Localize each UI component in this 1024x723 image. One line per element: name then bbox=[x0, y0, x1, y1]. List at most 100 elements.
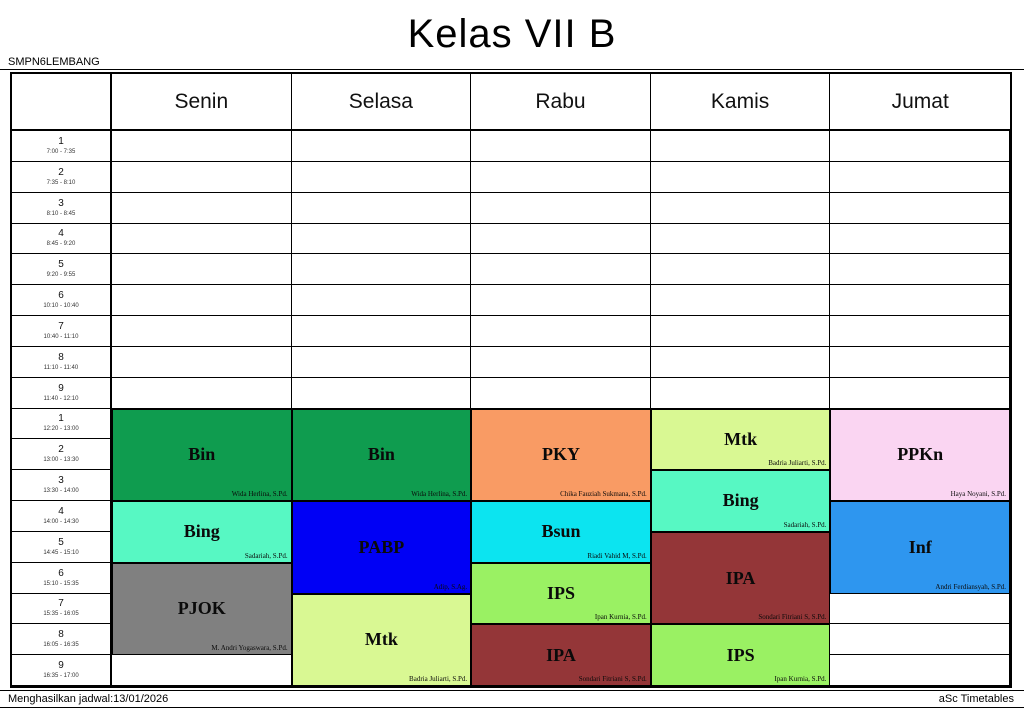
period-cell: 4 8:45 - 9:20 bbox=[12, 223, 112, 255]
subject-label: Bin bbox=[367, 444, 395, 465]
timetable-cell bbox=[650, 161, 831, 193]
period-number: 9 bbox=[58, 660, 64, 672]
period-number: 1 bbox=[58, 413, 64, 425]
timetable-cell bbox=[830, 593, 1010, 625]
timetable-cell bbox=[650, 131, 831, 162]
period-cell: 4 14:00 - 14:30 bbox=[12, 501, 112, 532]
day-header-kamis: Kamis bbox=[650, 74, 831, 131]
timetable-cell bbox=[471, 192, 651, 224]
teacher-label: Haya Noyani, S.Pd. bbox=[950, 490, 1006, 498]
subject-label: Bing bbox=[183, 521, 220, 542]
lesson-block-pabp: PABP Adip, S.Ag. bbox=[291, 501, 472, 594]
timetable-cell bbox=[650, 192, 831, 224]
corner-cell bbox=[12, 74, 112, 131]
lesson-block-bing: Bing Sadariah, S.Pd. bbox=[112, 501, 292, 563]
timetable-cell bbox=[830, 346, 1010, 378]
lesson-block-mtk: Mtk Badria Juliarti, S.Pd. bbox=[650, 408, 831, 471]
lesson-block-mtk: Mtk Badria Juliarti, S.Pd. bbox=[291, 593, 472, 686]
timetable-cell bbox=[830, 254, 1010, 286]
timetable-cell bbox=[112, 377, 292, 409]
subject-label: Bing bbox=[722, 490, 759, 511]
timetable-cell bbox=[112, 655, 292, 686]
subject-label: IPS bbox=[726, 644, 755, 665]
period-cell: 7 10:40 - 11:10 bbox=[12, 316, 112, 347]
period-time: 15:35 - 16:05 bbox=[43, 611, 79, 618]
timetable-cell bbox=[471, 377, 651, 409]
timetable-cell bbox=[830, 655, 1010, 686]
subject-label: Bin bbox=[188, 444, 216, 465]
timetable-cell bbox=[830, 316, 1010, 347]
subject-label: IPA bbox=[725, 567, 756, 588]
period-cell: 2 7:35 - 8:10 bbox=[12, 161, 112, 193]
teacher-label: Sondari Fitriani S, S.Pd. bbox=[578, 675, 647, 683]
timetable-cell bbox=[471, 223, 651, 255]
subject-label: IPS bbox=[546, 582, 575, 603]
period-number: 8 bbox=[58, 351, 64, 363]
period-time: 7:35 - 8:10 bbox=[46, 179, 76, 186]
period-cell: 6 15:10 - 15:35 bbox=[12, 562, 112, 594]
subject-label: Inf bbox=[908, 536, 932, 557]
timetable-cell bbox=[291, 192, 472, 224]
footer-app-name: aSc Timetables bbox=[938, 693, 1014, 705]
lesson-block-ips: IPS Ipan Kurnia, S.Pd. bbox=[471, 562, 651, 625]
subject-label: PABP bbox=[358, 536, 405, 557]
timetable-cell bbox=[291, 161, 472, 193]
subject-label: Bsun bbox=[541, 521, 581, 542]
timetable-cell bbox=[650, 254, 831, 286]
timetable-cell bbox=[471, 316, 651, 347]
timetable-cell bbox=[291, 346, 472, 378]
timetable-cell bbox=[112, 316, 292, 347]
period-cell: 5 14:45 - 15:10 bbox=[12, 531, 112, 563]
period-number: 7 bbox=[58, 320, 64, 332]
teacher-label: Ipan Kurnia, S.Pd. bbox=[774, 675, 827, 683]
period-time: 7:00 - 7:35 bbox=[46, 148, 76, 155]
period-number: 2 bbox=[58, 444, 64, 456]
period-cell: 2 13:00 - 13:30 bbox=[12, 439, 112, 471]
timetable-cell bbox=[471, 131, 651, 162]
timetable-cell bbox=[291, 131, 472, 162]
school-name: SMPN6LEMBANG bbox=[8, 56, 100, 68]
timetable-cell bbox=[291, 254, 472, 286]
teacher-label: Wida Herlina, S.Pd. bbox=[231, 490, 288, 498]
period-number: 4 bbox=[58, 505, 64, 517]
subject-label: PJOK bbox=[177, 598, 226, 619]
period-time: 13:30 - 14:00 bbox=[43, 488, 79, 495]
timetable-cell bbox=[112, 223, 292, 255]
period-cell: 7 15:35 - 16:05 bbox=[12, 593, 112, 625]
teacher-label: Chika Fauziah Sukmana, S.Pd. bbox=[560, 490, 647, 498]
timetable-cell bbox=[830, 223, 1010, 255]
period-number: 4 bbox=[58, 228, 64, 240]
lesson-block-ipa: IPA Sondari Fitriani S, S.Pd. bbox=[471, 624, 651, 686]
header-rule bbox=[0, 69, 1024, 70]
period-number: 8 bbox=[58, 629, 64, 641]
timetable-cell bbox=[830, 192, 1010, 224]
period-time: 15:10 - 15:35 bbox=[43, 580, 79, 587]
period-cell: 8 11:10 - 11:40 bbox=[12, 346, 112, 378]
period-time: 11:40 - 12:10 bbox=[43, 395, 79, 402]
lesson-block-bing: Bing Sadariah, S.Pd. bbox=[650, 470, 831, 532]
teacher-label: Sadariah, S.Pd. bbox=[783, 520, 827, 529]
period-time: 12:20 - 13:00 bbox=[43, 426, 79, 433]
timetable-cell bbox=[650, 346, 831, 378]
lesson-block-inf: Inf Andri Ferdiansyah, S.Pd. bbox=[830, 501, 1010, 594]
period-cell: 9 16:35 - 17:00 bbox=[12, 655, 112, 686]
lesson-block-bin: Bin Wida Herlina, S.Pd. bbox=[291, 408, 472, 501]
period-time: 8:45 - 9:20 bbox=[46, 241, 76, 248]
timetable-cell bbox=[291, 377, 472, 409]
period-number: 5 bbox=[58, 259, 64, 271]
lesson-block-ppkn: PPKn Haya Noyani, S.Pd. bbox=[830, 408, 1010, 501]
timetable-cell bbox=[650, 377, 831, 409]
lesson-block-bsun: Bsun Riadi Vahid M, S.Pd. bbox=[471, 501, 651, 563]
timetable-cell bbox=[112, 254, 292, 286]
teacher-label: Sondari Fitriani S, S.Pd. bbox=[758, 613, 827, 622]
period-cell: 1 7:00 - 7:35 bbox=[12, 131, 112, 162]
teacher-label: Badria Juliarti, S.Pd. bbox=[409, 675, 468, 683]
page-title: Kelas VII B bbox=[407, 12, 617, 56]
timetable-cell bbox=[830, 161, 1010, 193]
period-time: 11:10 - 11:40 bbox=[43, 364, 79, 371]
timetable-cell bbox=[112, 161, 292, 193]
timetable-cell bbox=[291, 285, 472, 316]
period-number: 2 bbox=[58, 166, 64, 178]
lesson-block-ips: IPS Ipan Kurnia, S.Pd. bbox=[650, 624, 831, 686]
period-number: 5 bbox=[58, 536, 64, 548]
